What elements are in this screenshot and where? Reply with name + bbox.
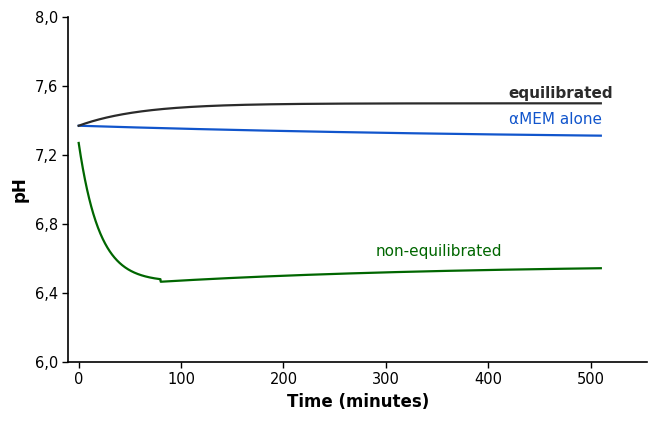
Y-axis label: pH: pH xyxy=(11,177,29,203)
Text: non-equilibrated: non-equilibrated xyxy=(376,244,502,260)
Text: equilibrated: equilibrated xyxy=(509,86,613,101)
X-axis label: Time (minutes): Time (minutes) xyxy=(286,393,429,411)
Text: αMEM alone: αMEM alone xyxy=(509,112,601,127)
